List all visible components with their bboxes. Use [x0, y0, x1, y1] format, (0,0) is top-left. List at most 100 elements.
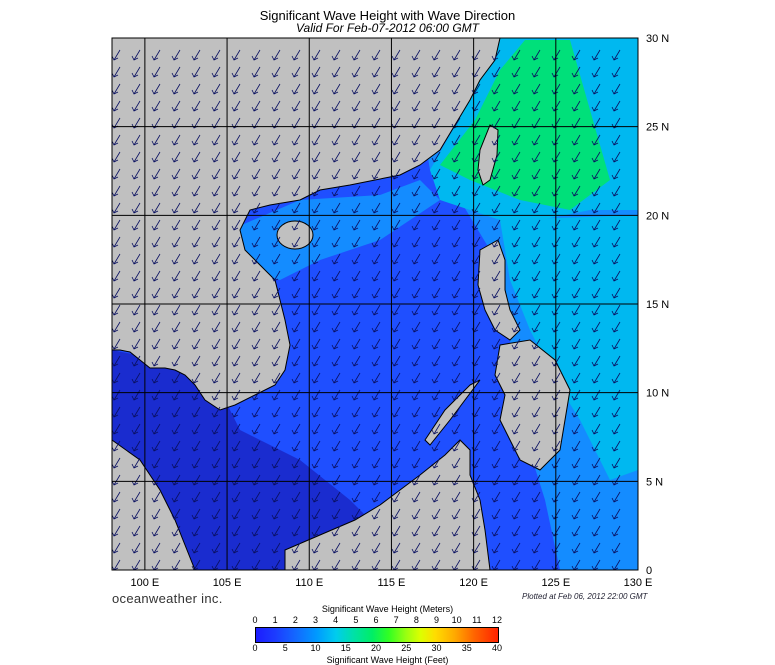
- wave-arrow: [433, 100, 441, 112]
- wave-arrow-head: [351, 344, 359, 350]
- wave-arrow-head: [251, 259, 259, 265]
- wave-arrow-head: [191, 429, 199, 435]
- wave-arrow: [433, 236, 441, 248]
- wave-arrow-head: [431, 293, 439, 299]
- wave-arrow-head: [211, 412, 219, 418]
- wave-arrow: [413, 236, 421, 248]
- wave-arrow-head: [411, 276, 419, 282]
- wave-arrow-head: [171, 429, 179, 435]
- wave-arrow-head: [311, 548, 319, 554]
- wave-arrow-head: [131, 293, 139, 299]
- wave-arrow-head: [551, 531, 559, 537]
- wave-arrow: [133, 389, 141, 401]
- wave-arrow-head: [351, 225, 359, 231]
- wave-arrow: [153, 168, 161, 180]
- wave-arrow-head: [531, 293, 539, 299]
- wave-arrow-head: [411, 310, 419, 316]
- wave-arrow: [213, 440, 221, 452]
- wave-arrow-head: [371, 242, 379, 248]
- wave-arrow: [173, 219, 181, 231]
- wave-arrow-head: [131, 548, 139, 554]
- wave-arrow: [613, 508, 621, 520]
- wave-arrow-head: [411, 106, 419, 112]
- wave-arrow: [373, 236, 381, 248]
- wave-arrow: [313, 253, 321, 265]
- wave-arrow-head: [391, 89, 399, 95]
- wave-arrow: [313, 304, 321, 316]
- wave-arrow-head: [171, 208, 179, 214]
- wave-arrow-head: [431, 72, 439, 78]
- wave-arrow-head: [491, 259, 499, 265]
- wave-arrow: [153, 321, 161, 333]
- wave-arrow: [213, 66, 221, 78]
- wave-arrow-head: [591, 106, 599, 112]
- wave-arrow-head: [171, 327, 179, 333]
- wave-arrow-head: [291, 565, 299, 570]
- wave-arrow: [413, 542, 421, 554]
- wave-arrow: [493, 168, 501, 180]
- wave-arrow: [373, 253, 381, 265]
- wave-arrow: [513, 389, 521, 401]
- wave-arrow: [153, 185, 161, 197]
- wave-arrow: [253, 151, 261, 163]
- wave-arrow: [433, 219, 441, 231]
- wave-arrow-head: [551, 327, 559, 333]
- wave-arrow: [353, 525, 361, 537]
- wave-arrow-head: [411, 548, 419, 554]
- wave-arrow: [433, 559, 441, 570]
- wave-arrow-head: [591, 310, 599, 316]
- wave-arrow-head: [291, 395, 299, 401]
- wave-arrow: [173, 287, 181, 299]
- wave-arrow-head: [531, 310, 539, 316]
- wave-arrow: [113, 168, 121, 180]
- wave-arrow-head: [571, 191, 579, 197]
- wave-arrow: [173, 253, 181, 265]
- wave-arrow: [493, 83, 501, 95]
- oceanweather-logo: oceanweather inc.: [112, 591, 223, 606]
- wave-arrow: [293, 321, 301, 333]
- wave-arrow: [593, 508, 601, 520]
- wave-arrow: [233, 253, 241, 265]
- wave-arrow-head: [231, 174, 239, 180]
- wave-arrow-head: [271, 174, 279, 180]
- wave-arrow: [273, 474, 281, 486]
- wave-arrow: [353, 185, 361, 197]
- wave-arrow-head: [371, 140, 379, 146]
- wave-arrow-head: [191, 395, 199, 401]
- wave-arrow: [333, 219, 341, 231]
- wave-arrow-head: [251, 72, 259, 78]
- lon-label: 100 E: [131, 577, 160, 589]
- wave-arrow: [433, 474, 441, 486]
- wave-arrow-head: [371, 446, 379, 452]
- wave-arrow-head: [311, 463, 319, 469]
- wave-arrow: [253, 338, 261, 350]
- colorbar-meter-tick: 6: [373, 615, 379, 625]
- wave-arrow-head: [551, 89, 559, 95]
- wave-arrow: [293, 236, 301, 248]
- wave-arrow: [393, 287, 401, 299]
- wave-arrow-head: [131, 174, 139, 180]
- wave-arrow-head: [191, 191, 199, 197]
- wave-arrow: [133, 287, 141, 299]
- wave-arrow-head: [251, 208, 259, 214]
- wave-arrow: [153, 406, 161, 418]
- wave-arrow-head: [531, 429, 539, 435]
- wave-arrow: [313, 151, 321, 163]
- wave-arrow: [233, 304, 241, 316]
- wave-arrow: [213, 355, 221, 367]
- wave-arrow: [313, 168, 321, 180]
- wave-arrow-head: [331, 140, 339, 146]
- wave-arrow-head: [411, 361, 419, 367]
- wave-arrow: [193, 542, 201, 554]
- lon-label: 115 E: [377, 577, 405, 589]
- wave-arrow: [533, 525, 541, 537]
- wave-arrow-head: [311, 191, 319, 197]
- wave-arrow: [153, 491, 161, 503]
- wave-arrow: [613, 49, 621, 61]
- wave-arrow: [373, 168, 381, 180]
- wave-arrow: [233, 49, 241, 61]
- wave-arrow: [573, 423, 581, 435]
- wave-arrow: [493, 304, 501, 316]
- wave-arrow: [313, 83, 321, 95]
- wave-arrow: [173, 151, 181, 163]
